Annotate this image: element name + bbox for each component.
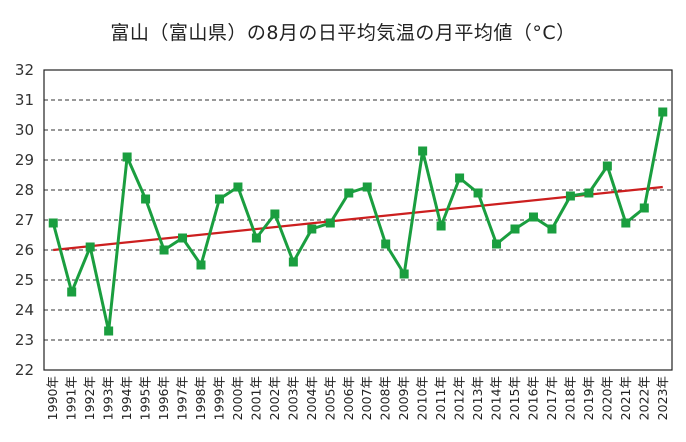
- x-tick-label: 1997年: [175, 376, 190, 420]
- data-point: [251, 233, 261, 243]
- data-point: [141, 194, 151, 204]
- series-line: [51, 111, 665, 333]
- x-tick-label: 1990年: [45, 376, 60, 420]
- y-tick-label: 22: [15, 361, 34, 379]
- data-point: [399, 269, 409, 279]
- x-tick-label: 2019年: [581, 376, 596, 420]
- data-point: [214, 194, 224, 204]
- x-tick-label: 1992年: [82, 376, 97, 420]
- x-tick-label: 2002年: [267, 376, 282, 420]
- data-point: [159, 245, 169, 255]
- data-point: [325, 218, 335, 228]
- y-tick-label: 29: [15, 151, 34, 169]
- x-tick-label: 1998年: [193, 376, 208, 420]
- x-tick-label: 2003年: [285, 376, 300, 420]
- x-tick-label: 1994年: [119, 376, 134, 420]
- data-point: [473, 188, 483, 198]
- x-tick-label: 2001年: [248, 376, 263, 420]
- x-tick-label: 2014年: [489, 376, 504, 420]
- x-tick-label: 2009年: [396, 376, 411, 420]
- data-point: [639, 203, 649, 213]
- data-point: [381, 239, 391, 249]
- data-point: [565, 191, 575, 201]
- x-tick-label: 2004年: [304, 376, 319, 420]
- data-point: [196, 260, 206, 270]
- x-tick-label: 1991年: [64, 376, 79, 420]
- trendline-group: [53, 185, 663, 252]
- data-point: [418, 146, 428, 156]
- data-point: [104, 326, 114, 336]
- trendline: [53, 185, 663, 252]
- data-point: [455, 173, 465, 183]
- y-axis-ticks: 22 23 24 25 26 27 28 29 30 31 32: [15, 61, 34, 379]
- data-point: [436, 221, 446, 231]
- x-tick-label: 2000年: [230, 376, 245, 420]
- data-point: [658, 107, 668, 117]
- x-tick-label: 2023年: [655, 376, 670, 420]
- data-point: [85, 242, 95, 252]
- data-point: [510, 224, 520, 234]
- x-tick-label: 2021年: [618, 376, 633, 420]
- y-tick-label: 27: [15, 211, 34, 229]
- data-point: [621, 218, 631, 228]
- data-point: [67, 287, 77, 297]
- x-tick-label: 2007年: [359, 376, 374, 420]
- series-group: [48, 107, 668, 336]
- x-tick-label: 2017年: [544, 376, 559, 420]
- data-point: [307, 224, 317, 234]
- data-point: [528, 212, 538, 222]
- y-tick-label: 32: [15, 61, 34, 79]
- y-tick-label: 23: [15, 331, 34, 349]
- data-point: [233, 182, 243, 192]
- grid-lines: [44, 99, 672, 341]
- x-axis-ticks: 1990年 1991年 1992年 1993年 1994年 1995年 1996年 1997年…: [45, 376, 670, 420]
- x-tick-label: 2018年: [562, 376, 577, 420]
- data-point: [344, 188, 354, 198]
- x-tick-label: 2008年: [378, 376, 393, 420]
- x-tick-label: 1995年: [138, 376, 153, 420]
- data-point: [492, 239, 502, 249]
- x-tick-label: 2005年: [322, 376, 337, 420]
- y-tick-label: 28: [15, 181, 34, 199]
- y-tick-label: 25: [15, 271, 34, 289]
- x-tick-label: 2020年: [599, 376, 614, 420]
- data-point: [270, 209, 280, 219]
- plot-area-border: [43, 69, 673, 371]
- y-tick-label: 30: [15, 121, 34, 139]
- y-tick-label: 31: [15, 91, 34, 109]
- data-point: [602, 161, 612, 171]
- data-point: [178, 233, 188, 243]
- data-point: [288, 257, 298, 267]
- chart-title: 富山（富山県）の8月の日平均気温の月平均値（°C）: [110, 22, 576, 44]
- data-point: [48, 218, 58, 228]
- data-point: [362, 182, 372, 192]
- x-tick-label: 1993年: [101, 376, 116, 420]
- x-tick-label: 2022年: [636, 376, 651, 420]
- x-tick-label: 2013年: [470, 376, 485, 420]
- x-tick-label: 2010年: [415, 376, 430, 420]
- y-tick-label: 24: [15, 301, 34, 319]
- data-point: [584, 188, 594, 198]
- x-tick-label: 2011年: [433, 376, 448, 420]
- x-tick-label: 2012年: [452, 376, 467, 420]
- x-tick-label: 1996年: [156, 376, 171, 420]
- x-tick-label: 1999年: [211, 376, 226, 420]
- y-tick-label: 26: [15, 241, 34, 259]
- data-point: [547, 224, 557, 234]
- x-tick-label: 2015年: [507, 376, 522, 420]
- data-point: [122, 152, 132, 162]
- x-tick-label: 2016年: [525, 376, 540, 420]
- x-tick-label: 2006年: [341, 376, 356, 420]
